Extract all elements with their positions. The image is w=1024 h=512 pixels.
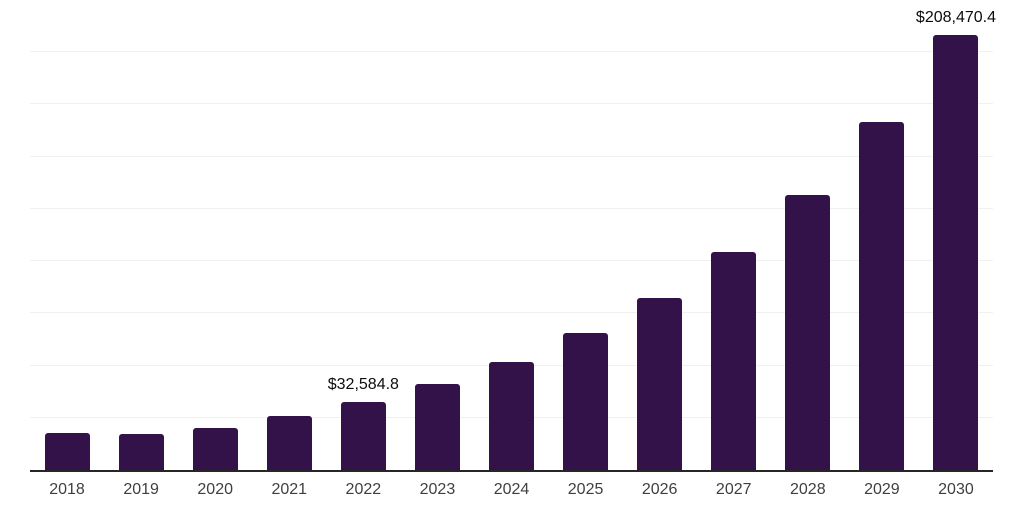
x-tick-2027: 2027: [715, 481, 752, 498]
bar-2025: [563, 333, 609, 470]
bar-2021: [266, 416, 312, 470]
value-label-2030: $208,470.4: [915, 8, 996, 26]
bar-2020: [192, 427, 238, 470]
x-tick-2028: 2028: [790, 481, 826, 498]
plot-area: $32,584.8 $208,470.4: [30, 0, 996, 472]
x-tick-2021: 2021: [271, 481, 308, 498]
bar-2030: [933, 34, 979, 470]
gridline: [30, 103, 993, 105]
x-tick-2022: 2022: [345, 481, 382, 498]
gridline: [30, 155, 993, 157]
bar-2027: [711, 251, 757, 470]
bar-2022: [340, 401, 386, 470]
gridline: [30, 207, 993, 209]
x-tick-2026: 2026: [641, 481, 678, 498]
bar-2026: [637, 297, 683, 470]
bar-2019: [118, 434, 164, 470]
bar-2018: [44, 433, 90, 470]
x-tick-2018: 2018: [49, 481, 85, 498]
x-tick-2023: 2023: [419, 481, 456, 498]
bar-2029: [859, 122, 905, 470]
bar-2028: [785, 194, 831, 470]
gridline: [30, 260, 993, 262]
x-tick-2025: 2025: [567, 481, 604, 498]
gridline: [30, 312, 993, 314]
x-tick-2020: 2020: [197, 481, 233, 498]
x-tick-2024: 2024: [493, 481, 530, 498]
x-tick-2030: 2030: [938, 481, 974, 498]
x-tick-2029: 2029: [864, 481, 900, 498]
x-tick-2019: 2019: [123, 481, 159, 498]
value-label-2022: $32,584.8: [327, 375, 399, 393]
gridline: [30, 51, 993, 53]
bar-2023: [414, 384, 460, 470]
bar-2024: [489, 361, 534, 470]
